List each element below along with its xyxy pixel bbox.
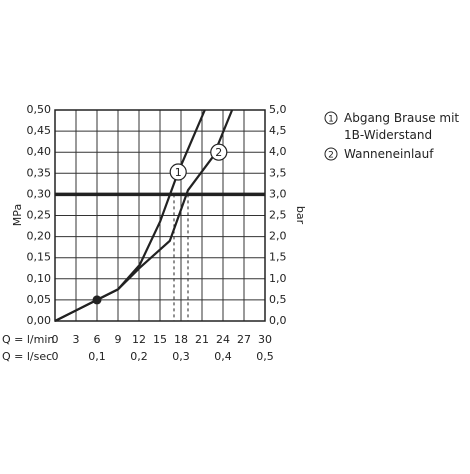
y-tick-label: 0,40 bbox=[27, 145, 52, 158]
x2-tick-label: 0,2 bbox=[130, 350, 148, 363]
y-tick-label: 0,50 bbox=[27, 103, 52, 116]
y-axis-label: MPa bbox=[11, 204, 24, 226]
y-tick-label: 0,35 bbox=[27, 166, 52, 179]
x-tick-label: 12 bbox=[132, 333, 146, 346]
series-line bbox=[54, 109, 234, 322]
legend-marker-label: 1 bbox=[328, 115, 334, 125]
y-tick-label: 0,25 bbox=[27, 209, 52, 222]
legend-label: Abgang Brause mit 1B-Widerstand bbox=[344, 111, 463, 142]
x2-tick-label: 0,5 bbox=[256, 350, 274, 363]
series-marker-label: 2 bbox=[215, 146, 222, 159]
y2-tick-label: 5,0 bbox=[269, 103, 287, 116]
y-tick-label: 0,00 bbox=[27, 314, 52, 327]
x-tick-label: 15 bbox=[153, 333, 167, 346]
y2-tick-label: 2,0 bbox=[269, 230, 287, 243]
y2-tick-label: 0,0 bbox=[269, 314, 287, 327]
series-marker-label: 1 bbox=[175, 166, 182, 179]
y-tick-label: 0,20 bbox=[27, 230, 52, 243]
y-tick-label: 0,30 bbox=[27, 187, 52, 200]
x2-axis-label: Q = l/sec bbox=[2, 350, 52, 363]
y-tick-label: 0,05 bbox=[27, 293, 52, 306]
legend-marker bbox=[324, 147, 338, 161]
x-tick-label: 18 bbox=[174, 333, 188, 346]
legend-marker-label: 2 bbox=[328, 151, 334, 161]
y2-tick-label: 1,5 bbox=[269, 251, 287, 264]
x2-tick-label: 0 bbox=[52, 350, 59, 363]
x-tick-label: 9 bbox=[115, 333, 122, 346]
y2-tick-label: 2,5 bbox=[269, 209, 287, 222]
x-tick-label: 21 bbox=[195, 333, 209, 346]
point bbox=[92, 295, 102, 305]
x2-tick-label: 0,4 bbox=[214, 350, 232, 363]
y2-tick-label: 1,0 bbox=[269, 272, 287, 285]
y2-tick-label: 3,0 bbox=[269, 187, 287, 200]
x-tick-label: 30 bbox=[258, 333, 272, 346]
x-axis-label: Q = l/min bbox=[2, 333, 54, 346]
y2-tick-label: 0,5 bbox=[269, 293, 287, 306]
x-tick-label: 6 bbox=[94, 333, 101, 346]
y2-tick-label: 3,5 bbox=[269, 166, 287, 179]
y2-axis-label: bar bbox=[294, 206, 307, 225]
y-tick-label: 0,15 bbox=[27, 251, 52, 264]
y-tick-label: 0,10 bbox=[27, 272, 52, 285]
plot-frame bbox=[54, 109, 266, 322]
y2-tick-label: 4,5 bbox=[269, 124, 287, 137]
y-tick-label: 0,45 bbox=[27, 124, 52, 137]
y2-tick-label: 4,0 bbox=[269, 145, 287, 158]
x-tick-label: 24 bbox=[216, 333, 230, 346]
x-tick-label: 27 bbox=[237, 333, 251, 346]
x2-tick-label: 0,3 bbox=[172, 350, 190, 363]
series-marker bbox=[169, 163, 187, 181]
legend-label: Wanneneinlauf bbox=[344, 147, 434, 161]
x-tick-label: 0 bbox=[52, 333, 59, 346]
x2-tick-label: 0,1 bbox=[88, 350, 106, 363]
series-marker bbox=[210, 143, 228, 161]
legend-marker bbox=[324, 111, 338, 125]
x-tick-label: 3 bbox=[73, 333, 80, 346]
